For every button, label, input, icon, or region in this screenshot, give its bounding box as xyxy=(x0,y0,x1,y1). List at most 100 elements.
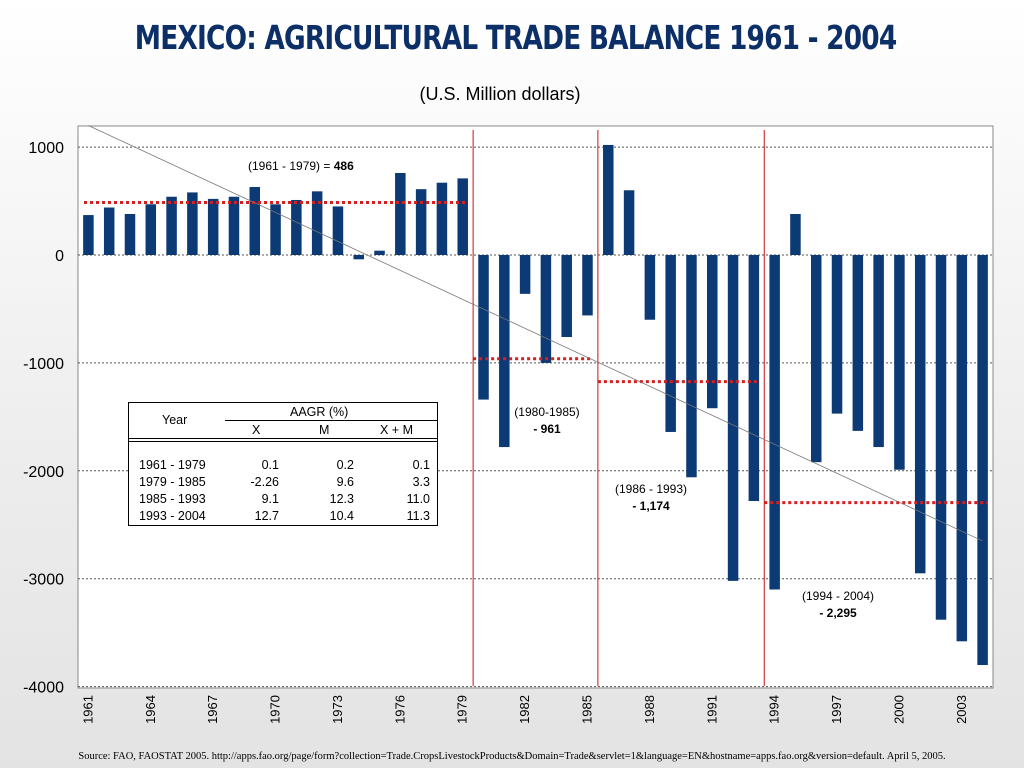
bar-1999 xyxy=(873,255,884,448)
x-tick-label: 1976 xyxy=(392,695,407,724)
bar-1985 xyxy=(582,255,593,316)
avg-note-value: - 2,295 xyxy=(819,606,857,620)
period-dividers xyxy=(472,130,765,686)
bar-1968 xyxy=(228,196,240,255)
header-bottom-rule-2 xyxy=(129,441,437,442)
bar-1975 xyxy=(374,250,385,255)
bar-1976 xyxy=(395,172,406,255)
bar-2004 xyxy=(977,255,988,666)
bar-1994 xyxy=(769,255,780,590)
bar-1983 xyxy=(540,255,552,363)
x-tick-label: 1967 xyxy=(205,695,220,724)
bar-1995 xyxy=(790,213,801,255)
year-header: Year xyxy=(162,413,188,427)
row-year: 1961 - 1979 xyxy=(139,458,206,472)
row-year: 1993 - 2004 xyxy=(139,509,206,523)
row-year: 1985 - 1993 xyxy=(139,492,206,506)
x-tick-label: 1985 xyxy=(579,695,594,724)
bar-1966 xyxy=(187,192,198,255)
avg-note-label: (1994 - 2004) xyxy=(801,589,875,603)
x-tick-label: 1988 xyxy=(642,695,657,724)
row-xm: 11.0 xyxy=(406,492,430,506)
bar-1967 xyxy=(207,198,219,255)
y-tick-label: -2000 xyxy=(23,464,64,481)
chart-subtitle: (U.S. Million dollars) xyxy=(419,84,581,104)
bar-1973 xyxy=(332,206,344,255)
x-tick-label: 1979 xyxy=(455,695,470,724)
x-tick-label: 1961 xyxy=(80,695,95,724)
column-header-xm: X + M xyxy=(380,423,413,437)
bar-2002 xyxy=(935,255,947,620)
bar-1989 xyxy=(665,255,676,432)
bar-1977 xyxy=(415,189,427,255)
x-tick-label: 1991 xyxy=(704,695,719,724)
y-tick-label: -3000 xyxy=(23,572,64,589)
row-xm: 11.3 xyxy=(406,509,430,523)
bar-1982 xyxy=(519,255,531,294)
row-year: 1979 - 1985 xyxy=(139,475,206,489)
bar-1969 xyxy=(249,187,261,255)
x-axis-ticks: 1961 1964 1967 1970 1973 1976 1979 1982 1985 1988… xyxy=(80,695,968,724)
row-x: -2.26 xyxy=(250,475,280,489)
x-tick-label: 1970 xyxy=(268,695,283,724)
x-tick-label: 1973 xyxy=(330,695,345,724)
y-tick-label: -1000 xyxy=(23,356,64,373)
column-header-x: X xyxy=(252,423,261,437)
x-tick-label: 2003 xyxy=(954,695,969,724)
aagr-group-header: AAGR (%) xyxy=(290,405,349,419)
bar-1991 xyxy=(707,255,718,409)
row-x: 0.1 xyxy=(261,458,279,472)
avg-note-1961-1979: (1961 - 1979) = 486 xyxy=(248,159,354,173)
x-tick-label: 1994 xyxy=(767,695,782,724)
bar-1988 xyxy=(644,255,656,320)
row-xm: 3.3 xyxy=(412,475,430,489)
bar-2001 xyxy=(914,255,926,574)
row-m: 10.4 xyxy=(329,509,354,523)
bar-1980 xyxy=(478,255,489,400)
bar-1992 xyxy=(727,255,739,581)
bar-1998 xyxy=(852,255,864,431)
bar-2000 xyxy=(894,255,905,470)
y-tick-label: 1000 xyxy=(28,140,64,157)
bar-1996 xyxy=(810,255,822,463)
bars xyxy=(83,144,988,666)
chart-title: MEXICO: AGRICULTURAL TRADE BALANCE 1961 … xyxy=(134,18,897,57)
avg-note-1994-2004: (1994 - 2004) - 2,295 xyxy=(795,589,881,620)
table-row: 1985 - 1993 9.1 12.3 11.0 xyxy=(129,492,437,508)
bar-1986 xyxy=(603,144,614,255)
bar-1984 xyxy=(561,255,572,338)
row-m: 12.3 xyxy=(329,492,354,506)
bar-1964 xyxy=(145,204,157,255)
bar-1962 xyxy=(103,207,115,255)
row-xm: 0.1 xyxy=(412,458,430,472)
bar-1963 xyxy=(124,213,136,255)
avg-note-label: (1986 - 1993) xyxy=(614,482,688,496)
source-note: Source: FAO, FAOSTAT 2005. http://apps.f… xyxy=(78,751,946,762)
avg-note-value: - 961 xyxy=(533,422,561,436)
bar-2003 xyxy=(956,255,968,642)
header-bottom-rule xyxy=(129,438,437,439)
avg-note-label: (1980-1985) xyxy=(514,405,580,419)
aagr-table: Year AAGR (%) X M X + M 1961 - 1979 0.1 … xyxy=(128,402,438,526)
bar-1981 xyxy=(499,255,510,448)
bar-1990 xyxy=(686,255,697,478)
y-axis-ticks: 1000 0 -1000 -2000 -3000 -4000 xyxy=(23,140,64,696)
bar-1978 xyxy=(436,182,448,255)
bar-1961 xyxy=(83,215,94,255)
bar-1972 xyxy=(311,191,323,255)
x-tick-label: 1964 xyxy=(143,695,158,724)
row-m: 9.6 xyxy=(336,475,354,489)
column-header-m: M xyxy=(319,423,330,437)
table-row: 1979 - 1985 -2.26 9.6 3.3 xyxy=(129,475,437,491)
table-row: 1993 - 2004 12.7 10.4 11.3 xyxy=(129,509,437,525)
avg-note-value: - 1,174 xyxy=(632,499,670,513)
table-row: 1961 - 1979 0.1 0.2 0.1 xyxy=(129,458,437,474)
y-tick-label: 0 xyxy=(55,248,64,265)
row-x: 12.7 xyxy=(254,509,279,523)
bar-1965 xyxy=(166,196,177,255)
avg-note-label: (1961 - 1979) = xyxy=(248,159,334,173)
avg-note-1980-1985: (1980-1985) - 961 xyxy=(510,405,584,436)
bar-1971 xyxy=(291,199,302,255)
avg-note-1986-1993: (1986 - 1993) - 1,174 xyxy=(609,482,693,513)
